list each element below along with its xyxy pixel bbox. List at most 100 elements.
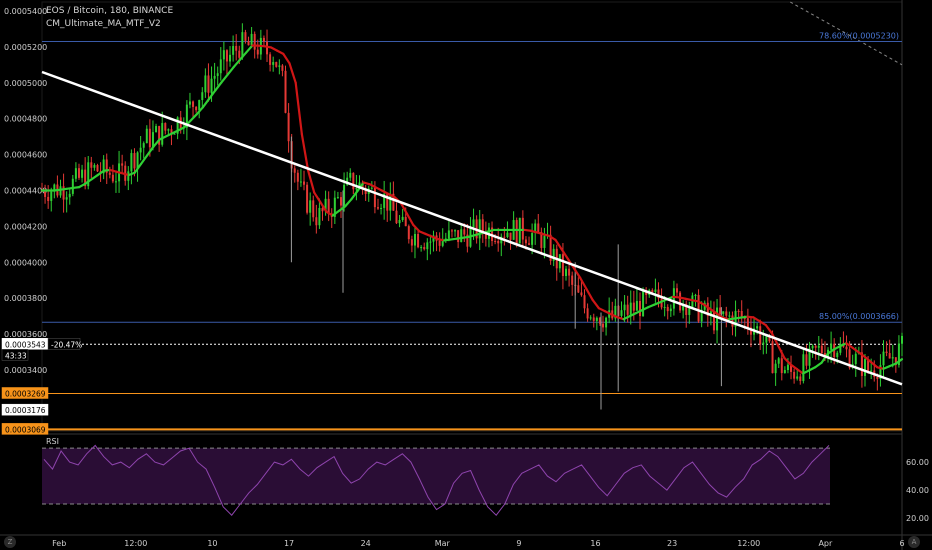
candle-body [219,59,222,74]
candle-body [201,92,204,101]
candle-body [509,232,512,240]
price-tag-label: 0.0003269 [5,389,46,398]
candle-body [303,181,306,185]
candle-body [666,306,669,312]
candle-body [882,351,885,366]
candle-body [688,307,691,315]
moving-average-segment [226,65,235,76]
candle-body [315,217,318,226]
candle-body [675,288,678,293]
moving-average-segment [325,210,334,217]
moving-average-segment [764,324,774,335]
candle-body [885,351,888,354]
candle-body [537,223,540,232]
moving-average-segment [647,303,656,309]
candle-body [417,234,420,248]
candle-body [420,247,423,249]
candle-body [466,234,469,247]
candle-body [139,147,142,153]
candle-body [860,352,863,376]
moving-average-segment [832,345,842,351]
candle-body [195,106,198,111]
candle-body [90,162,93,168]
candle-body [309,200,312,213]
x-tick-label: Feb [52,539,66,548]
candle-body [528,243,531,245]
y-tick-label: 0.0003400 [4,366,47,375]
candle-body [879,365,882,379]
candle-body [192,101,195,107]
moving-average-segment [801,369,811,375]
candle-body [164,123,167,131]
candle-body [148,128,151,148]
moving-average-segment [597,307,607,313]
candle-body [524,239,527,244]
y-tick-label: 0.0004200 [4,222,47,231]
y-tick-label: 0.0005200 [4,43,47,52]
candle-body [854,353,857,365]
moving-average-segment [430,235,440,241]
candle-body [808,348,811,366]
candle-body [534,223,537,234]
candle-body [324,198,327,212]
candle-body [783,369,786,374]
candle-body [373,187,376,208]
moving-average-segment [839,342,848,348]
rsi-tick-label: 20.00 [906,514,929,523]
x-tick-label: 12:00 [737,539,760,548]
candle-body [81,169,84,178]
candle-body [346,177,349,185]
moving-average-segment [387,192,396,199]
moving-average-segment [622,315,631,321]
candle-body [250,33,253,46]
candle-body [59,186,62,196]
moving-average-segment [152,138,161,148]
moving-average-segment [789,363,798,371]
moving-average-segment [758,320,767,327]
auto-scale-button[interactable]: A [908,536,920,548]
candle-body [774,363,777,374]
candle-body [830,343,833,350]
moving-average-segment [820,352,829,364]
candle-body [460,229,463,243]
candle-body [694,294,697,296]
moving-average-segment [139,154,149,166]
y-tick-label: 0.0003800 [4,294,47,303]
candle-body [50,191,53,201]
candle-body [225,50,228,62]
moving-average-segment [572,267,582,280]
candle-body [765,336,768,343]
price-tag-label: 0.0003543 [5,340,46,349]
candle-body [839,344,842,353]
moving-average-segment [783,357,792,366]
moving-average-segment [869,360,879,369]
candle-body [802,354,805,382]
candle-body [84,169,87,187]
candle-body [626,304,629,315]
candle-body [339,197,342,206]
candle-body [651,290,654,293]
moving-average-segment [146,145,155,157]
candle-body [583,295,586,309]
candle-body [700,309,703,322]
candle-body [158,126,161,145]
candle-body [864,359,867,376]
candle-body [697,294,700,322]
candle-body [777,358,780,364]
moving-average-segment [591,298,600,310]
candle-body [232,46,235,55]
candle-body [96,165,99,172]
x-tick-label: 17 [284,539,294,548]
x-tick-label: 16 [590,539,600,548]
candle-body [204,75,207,93]
candle-body [167,129,170,131]
timezone-toggle-button[interactable]: Z [4,536,16,548]
candle-body [589,317,592,319]
candle-body [306,184,309,213]
moving-average-segment [294,81,303,136]
candle-body [679,292,682,311]
candle-body [682,303,685,311]
candle-body [867,359,870,371]
